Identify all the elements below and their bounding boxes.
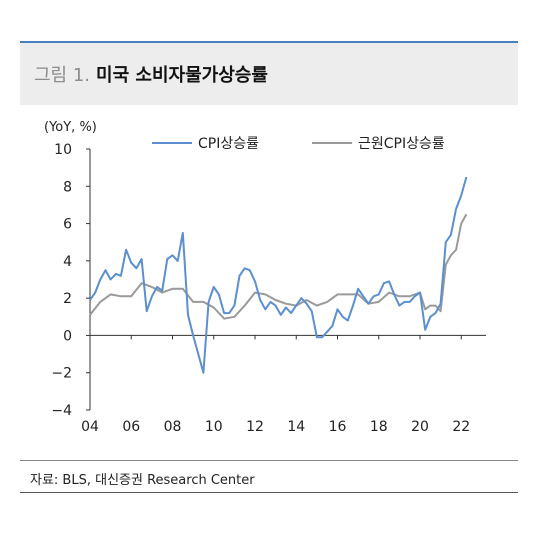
cpi-line-chart: −4 −2 0 2 4 6 8 10 04 06 08 10 12 14 16 18 20 22 (YoY, %) C… xyxy=(44,120,486,435)
cpi-series-line xyxy=(89,176,468,374)
figure-label: 그림 1. xyxy=(34,65,91,86)
y-tick-label: 6 xyxy=(63,217,72,233)
source-divider xyxy=(20,460,518,461)
figure-title: 미국 소비자물가상승률 xyxy=(96,65,268,86)
legend-core-cpi-label: 근원CPI상승률 xyxy=(358,136,445,152)
y-tick-label: 8 xyxy=(63,179,72,195)
x-tick-label: 22 xyxy=(452,419,470,435)
figure-header: 그림 1. 미국 소비자물가상승률 xyxy=(20,43,518,105)
y-tick-label: 2 xyxy=(63,291,72,307)
bottom-rule xyxy=(20,492,518,493)
x-tick-label: 08 xyxy=(164,419,182,435)
x-tick-label: 06 xyxy=(122,419,140,435)
x-tick-label: 20 xyxy=(411,419,429,435)
y-unit-label: (YoY, %) xyxy=(44,120,97,135)
x-tick-label: 14 xyxy=(287,419,305,435)
x-tick-label: 16 xyxy=(329,419,347,435)
y-tick-label: −4 xyxy=(51,403,72,419)
figure-title-line: 그림 1. 미국 소비자물가상승률 xyxy=(34,61,268,87)
x-tick-label: 04 xyxy=(81,419,99,435)
y-tick-label: 10 xyxy=(54,142,72,158)
x-tick-label: 10 xyxy=(205,419,223,435)
y-tick-label: −2 xyxy=(51,366,72,382)
x-tick-label: 18 xyxy=(370,419,388,435)
legend-cpi-label: CPI상승률 xyxy=(198,136,259,152)
y-tick-label: 0 xyxy=(63,328,72,344)
top-accent-rule xyxy=(20,41,518,43)
y-tick-label: 4 xyxy=(63,254,72,270)
x-tick-label: 12 xyxy=(246,419,264,435)
source-note: 자료: BLS, 대신증권 Research Center xyxy=(30,473,255,488)
core-cpi-series-line xyxy=(89,213,468,320)
